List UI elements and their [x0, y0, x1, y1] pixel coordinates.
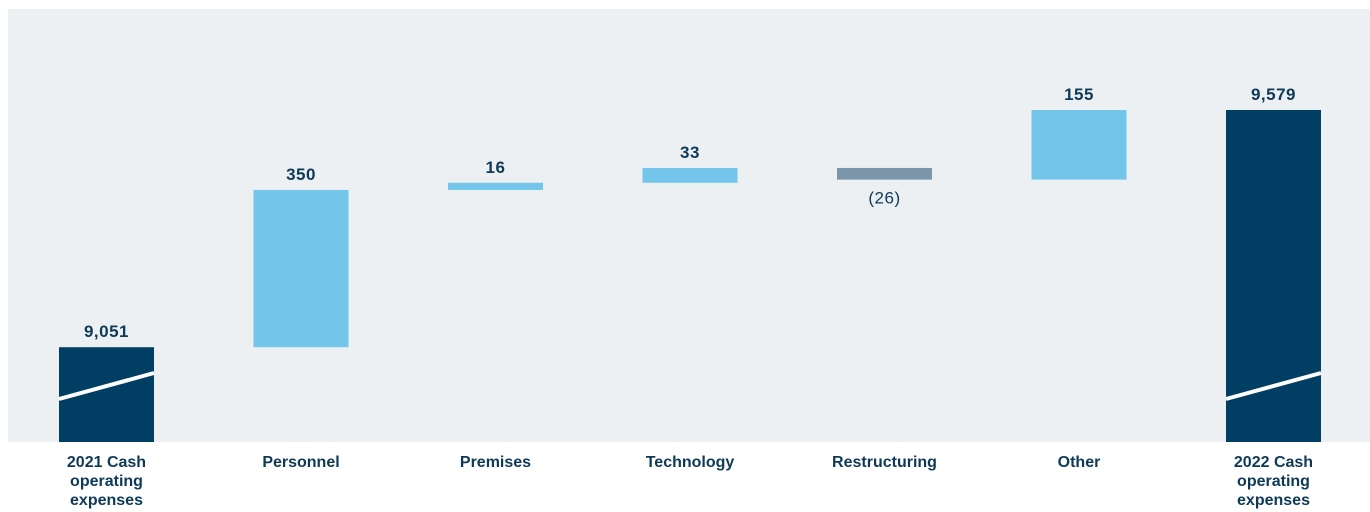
category-label-2022-cash-operating-expenses: expenses — [1237, 492, 1310, 509]
category-label-other: Other — [1058, 454, 1101, 471]
category-label-2021-cash-operating-expenses: operating — [70, 473, 143, 490]
data-label-other: 155 — [1064, 85, 1094, 104]
category-label-2021-cash-operating-expenses: 2021 Cash — [67, 454, 146, 471]
axis-break-mark — [58, 371, 155, 401]
bar-technology — [642, 167, 738, 183]
category-label-technology: Technology — [646, 454, 735, 471]
plot-background — [8, 9, 1370, 442]
bar-group — [58, 110, 1322, 442]
bar-other — [1031, 110, 1127, 180]
bar-personnel — [253, 189, 349, 348]
data-label-premises: 16 — [486, 158, 506, 177]
category-label-2022-cash-operating-expenses: operating — [1237, 473, 1310, 490]
data-label-2022-cash-operating-expenses: 9,579 — [1251, 85, 1296, 104]
data-label-technology: 33 — [680, 143, 700, 162]
category-label-restructuring: Restructuring — [832, 454, 937, 471]
bar-2022-cash-operating-expenses — [1226, 110, 1321, 442]
category-label-premises: Premises — [460, 454, 531, 471]
axis-break-mark — [1225, 371, 1322, 401]
category-label-personnel: Personnel — [262, 454, 339, 471]
bar-premises — [448, 182, 543, 190]
data-label-restructuring: (26) — [868, 189, 900, 208]
data-label-personnel: 350 — [286, 165, 316, 184]
category-label-2022-cash-operating-expenses: 2022 Cash — [1234, 454, 1313, 471]
data-label-2021-cash-operating-expenses: 9,051 — [84, 322, 129, 341]
label-group: 9,051 2021 Cash operating expenses 350 Person… — [67, 85, 1313, 509]
bar-restructuring — [837, 167, 932, 180]
category-label-2021-cash-operating-expenses: expenses — [70, 492, 143, 509]
